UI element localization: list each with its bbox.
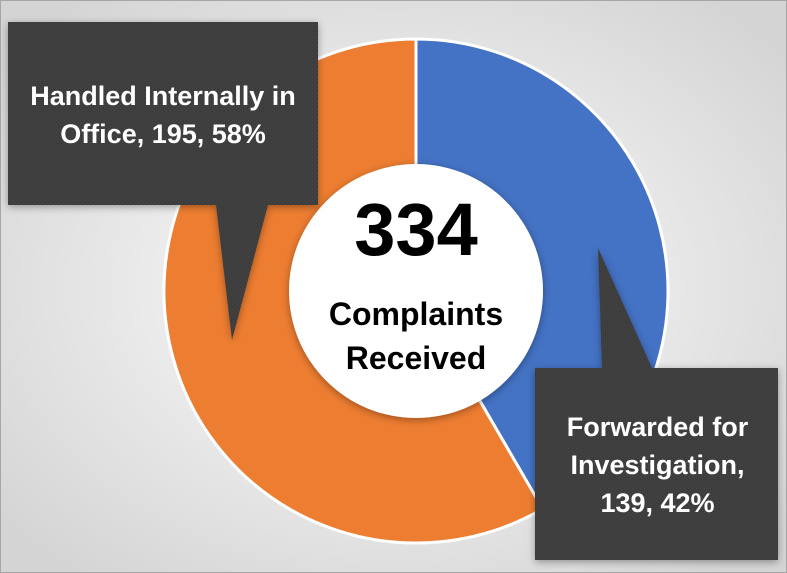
center-value: 334 <box>354 188 478 271</box>
data-label: Handled Internally in Office, 195, 58% <box>30 81 296 149</box>
center-label: Complaints Received <box>328 296 504 376</box>
callout-box <box>535 248 778 560</box>
donut-hole <box>289 164 543 418</box>
data-label: Forwarded for Investigation, 139, 42% <box>566 412 749 518</box>
callout-box <box>8 22 318 340</box>
